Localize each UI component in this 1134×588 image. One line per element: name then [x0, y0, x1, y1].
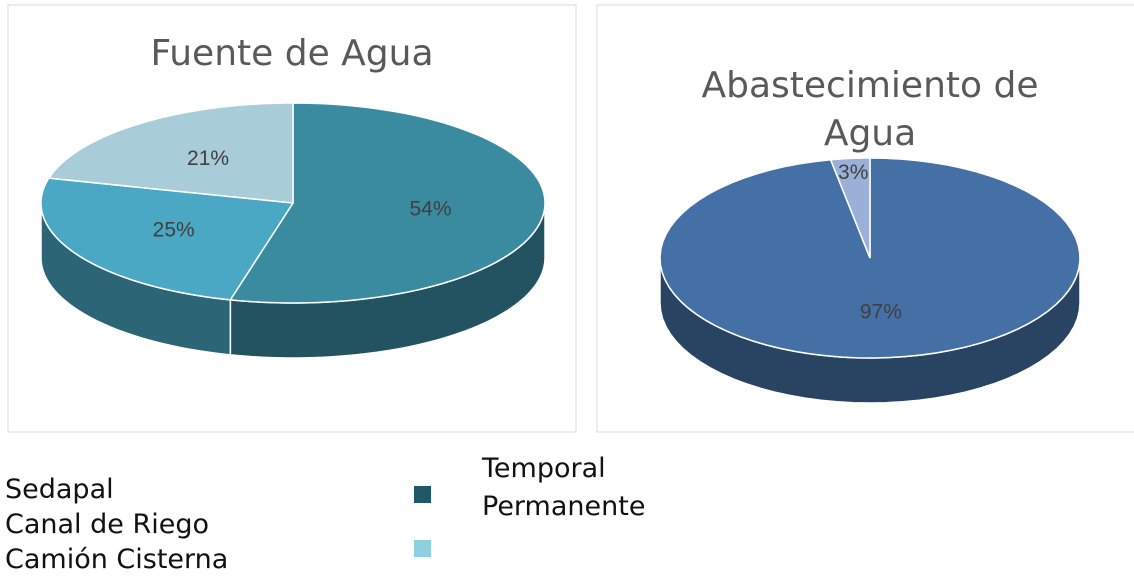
legend: Sedapal Canal de Riego Camión Cisterna: [5, 472, 228, 577]
chart-frame: [596, 4, 1134, 433]
data-label: 97%: [860, 300, 902, 323]
slice: [829, 157, 871, 259]
legend-entry: Camión Cisterna: [5, 544, 229, 575]
data-label: 54%: [409, 197, 451, 220]
chart-title: Fuente de Agua: [150, 33, 434, 74]
slice: [47, 102, 294, 204]
legend-swatch: [414, 486, 431, 503]
chart-frame: [7, 4, 577, 433]
legend: Temporal Permanente: [482, 450, 645, 526]
legend-swatch: [414, 540, 431, 557]
chart-title: Abastecimiento de Agua: [701, 65, 1039, 154]
slice: [40, 177, 295, 301]
legend-entry: Canal de Riego: [5, 509, 210, 540]
legend-entry: Temporal: [482, 453, 606, 484]
slice: [229, 102, 546, 304]
data-label: 21%: [187, 147, 229, 170]
data-label: 25%: [153, 219, 195, 242]
data-label: 3%: [838, 161, 868, 184]
legend-entry: Permanente: [482, 491, 646, 522]
legend-entry: Sedapal: [5, 474, 114, 505]
